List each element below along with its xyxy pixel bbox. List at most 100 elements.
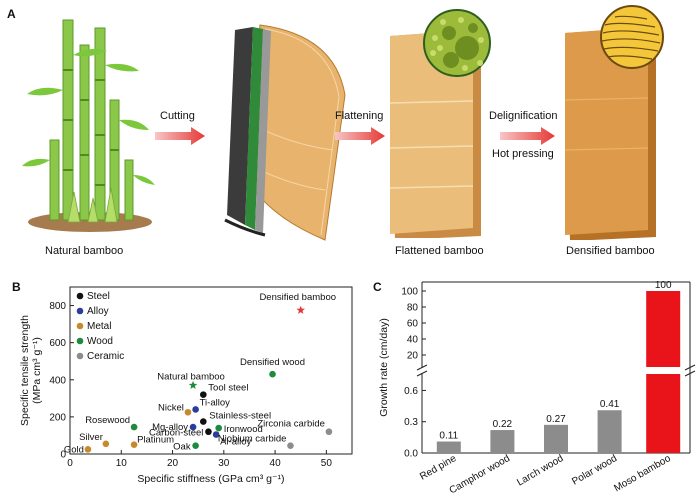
x-tick-label: 40 [270, 458, 282, 469]
split-bamboo-illustration [224, 24, 346, 241]
data-point [200, 418, 207, 425]
bar-break-gap [645, 367, 682, 374]
data-point [130, 423, 138, 431]
axis-break-mark [684, 370, 696, 377]
y-tick-label: 100 [401, 287, 418, 298]
legend-label: Alloy [87, 306, 109, 317]
delignification-arrow-icon [500, 127, 555, 145]
data-point-label: Mg-alloy [152, 422, 188, 433]
legend-marker [76, 352, 84, 360]
data-point-label: Oak [173, 442, 191, 453]
y-tick-label: 80 [407, 303, 419, 314]
y-axis-label: Growth rate (cm/day) [378, 318, 390, 417]
x-tick-label-group: Camphor wood [448, 453, 512, 493]
x-tick-label-group: Red pine [418, 453, 459, 483]
data-point-label: Ironwood [224, 424, 263, 435]
x-tick-label-group: Larch wood [515, 453, 565, 488]
data-point [205, 428, 212, 436]
legend-marker [76, 322, 84, 330]
flattening-label: Flattening [335, 110, 384, 122]
data-point-label: Ti-alloy [200, 397, 231, 408]
x-tick-label: Polar wood [570, 453, 619, 488]
y-tick-label: 0 [60, 450, 66, 461]
axis-break-mark [684, 364, 696, 371]
x-tick-label-group: Polar wood [570, 453, 619, 488]
data-point [192, 406, 199, 413]
legend-label: Metal [87, 321, 111, 332]
data-point [102, 440, 110, 448]
x-tick-label: 30 [218, 458, 230, 469]
bar-value-label: 0.41 [600, 399, 620, 410]
panel-c-letter: C [373, 280, 382, 294]
y-tick-label: 600 [49, 338, 66, 349]
axis-break-mark [416, 364, 428, 371]
x-tick-label: Moso bamboo [612, 453, 673, 493]
bar-value-label: 0.11 [439, 431, 458, 442]
data-point-label: Niobium carbide [218, 434, 287, 445]
y-tick-label: 0.3 [404, 417, 418, 428]
bar [490, 430, 515, 453]
data-point-label: Carbon-steel [149, 428, 203, 439]
x-tick-label: 0 [67, 458, 73, 469]
data-point-label: Nickel [158, 402, 184, 413]
data-point-label: Natural bamboo [157, 371, 225, 382]
delignification-label: Delignification [489, 110, 558, 122]
natural-bamboo-caption: Natural bamboo [45, 245, 124, 257]
bar [597, 410, 622, 453]
data-point [269, 370, 276, 378]
legend-label: Wood [87, 336, 113, 347]
y-tick-label: 400 [49, 375, 66, 386]
natural-bamboo-illustration [22, 19, 155, 232]
data-point-label: Al-alloy [220, 437, 251, 448]
y-tick-label: 800 [49, 301, 66, 312]
legend-marker [76, 337, 84, 345]
data-point [192, 442, 199, 449]
legend-label: Steel [87, 291, 110, 302]
data-point-label: Stainless-steel [209, 411, 271, 422]
y-axis-label-group: Growth rate (cm/day) [378, 318, 390, 417]
densified-bamboo-caption: Densified bamboo [566, 245, 655, 257]
hot-pressing-label: Hot pressing [492, 148, 554, 160]
data-point-label: Platinum [137, 435, 174, 446]
data-point [215, 424, 222, 432]
bar [544, 424, 568, 453]
panel-c-bar-chart: 0.0 0.3 0.6 20 40 60 80 100 Growth rate (cm/day)… [378, 280, 696, 493]
y-tick-label: 0.0 [404, 449, 418, 460]
x-tick-label: 10 [116, 458, 128, 469]
y-tick-label: 20 [407, 351, 419, 362]
data-point-label: Silver [79, 432, 103, 443]
flattening-arrow-icon [335, 127, 385, 145]
data-point-star [296, 305, 306, 314]
cutting-arrow-icon [155, 127, 205, 145]
bar-value-label: 0.27 [546, 414, 566, 425]
cutting-label: Cutting [160, 110, 195, 122]
panel-b-scatter-chart: 0 10 20 30 40 50 0 200 400 600 800 Specific stiffne… [19, 286, 353, 485]
data-point-label: Densified wood [240, 357, 305, 368]
y-tick-label: 40 [407, 335, 419, 346]
data-point [325, 428, 333, 436]
plot-frame [69, 286, 353, 455]
panel-a-letter: A [7, 7, 16, 21]
y-tick-label: 0.6 [404, 386, 418, 397]
data-point [200, 391, 207, 398]
x-axis-label: Specific stiffness (GPa cm³ g⁻¹) [137, 473, 284, 485]
densified-board-illustration [564, 5, 664, 240]
flattened-bamboo-caption: Flattened bamboo [395, 245, 484, 257]
bar-value-label: 0.22 [493, 419, 513, 430]
flattened-board-illustration [389, 9, 491, 238]
data-point-label: Densified bamboo [259, 292, 336, 303]
data-point-label: Zirconia carbide [257, 419, 325, 430]
data-point [130, 441, 138, 449]
y-tick-label: 200 [49, 412, 66, 423]
panel-b-letter: B [12, 280, 21, 294]
legend-label: Ceramic [87, 351, 124, 362]
y-axis-label: Specific tensile strength [19, 315, 31, 426]
x-tick-label: Larch wood [515, 453, 565, 488]
axis-break-mark [416, 370, 428, 377]
data-point-label: Rosewood [85, 415, 130, 426]
y-tick-label: 60 [407, 319, 419, 330]
data-point-star [188, 380, 198, 389]
legend-marker [76, 307, 84, 315]
data-point-label: Gold [64, 444, 84, 455]
data-point [212, 431, 220, 438]
